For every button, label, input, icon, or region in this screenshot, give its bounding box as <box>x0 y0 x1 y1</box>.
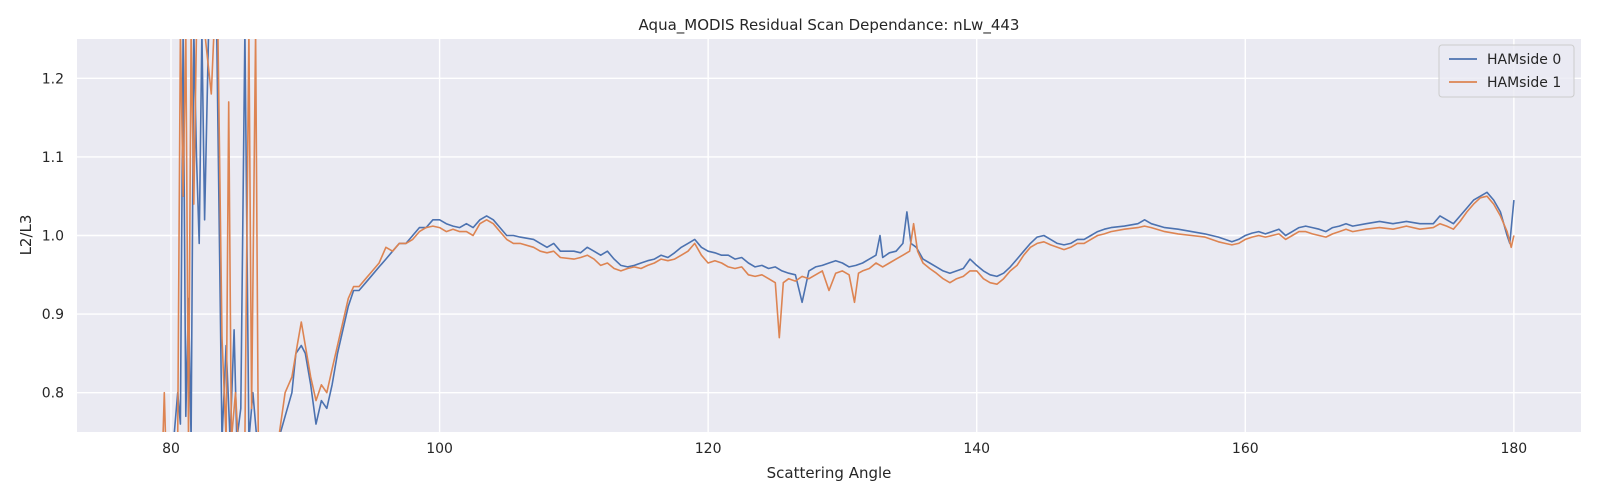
series-line-hamside-0 <box>173 39 1515 432</box>
x-axis-ticks: 80 100 120 140 160 180 <box>162 441 1527 457</box>
y-tick-label: 0.8 <box>42 386 64 402</box>
legend-label-hamside-1: HAMside 1 <box>1487 75 1561 91</box>
x-axis-label: Scattering Angle <box>767 464 892 482</box>
series-lines <box>162 39 1515 432</box>
y-axis-label: L2/L3 <box>17 215 35 256</box>
x-tick-label: 140 <box>963 441 990 457</box>
x-tick-label: 180 <box>1500 441 1527 457</box>
x-tick-label: 100 <box>426 441 453 457</box>
series-line-hamside-1 <box>162 39 1515 432</box>
y-tick-label: 0.9 <box>42 307 64 323</box>
x-tick-label: 160 <box>1232 441 1259 457</box>
legend: HAMside 0 HAMside 1 <box>1438 44 1575 98</box>
chart-title: Aqua_MODIS Residual Scan Dependance: nLw… <box>639 16 1020 35</box>
legend-box <box>1438 44 1575 98</box>
legend-label-hamside-0: HAMside 0 <box>1487 52 1561 68</box>
x-tick-label: 120 <box>695 441 722 457</box>
y-tick-label: 1.0 <box>42 229 64 245</box>
y-axis-ticks: 0.8 0.9 1.0 1.1 1.2 <box>42 71 64 401</box>
grid-lines <box>77 39 1581 432</box>
x-tick-label: 80 <box>162 441 180 457</box>
y-tick-label: 1.2 <box>42 71 64 87</box>
y-tick-label: 1.1 <box>42 150 64 166</box>
